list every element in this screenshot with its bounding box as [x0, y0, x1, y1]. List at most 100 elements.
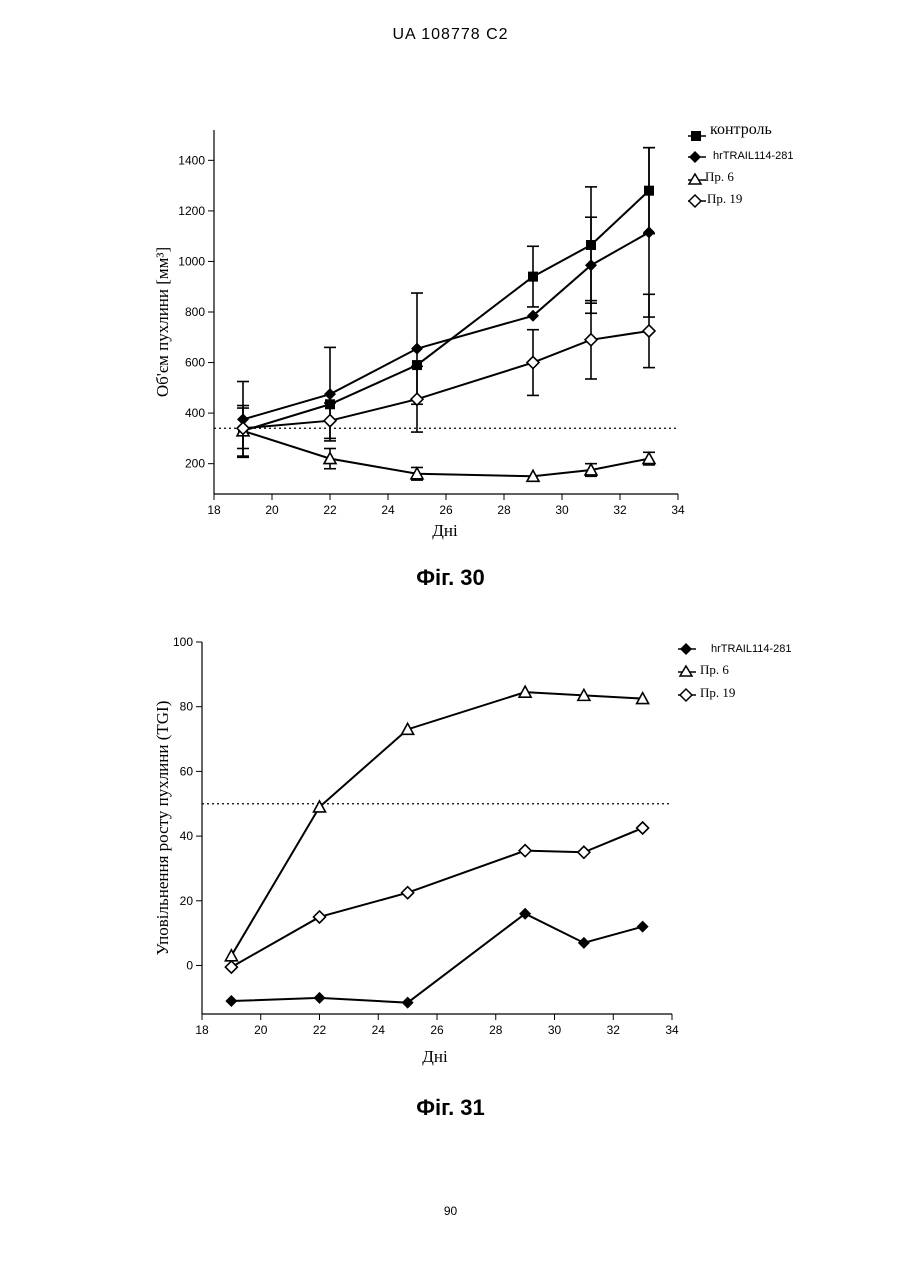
data-point-marker [225, 995, 237, 1007]
series-hrtrail114-281 [225, 908, 648, 1009]
legend-label: контроль [710, 121, 772, 138]
legend-item-control: контроль [688, 121, 772, 141]
series-line [231, 692, 642, 956]
x-tick-label: 20 [254, 1023, 268, 1037]
figure-31-chart: 18 20 22 24 26 28 30 32 34 0 20 40 60 80 100 Дні Упові… [150, 630, 800, 1080]
data-point-marker [402, 887, 414, 899]
y-axis-title: Уповільнення росту пухлини (TGI) [153, 701, 172, 956]
data-point-marker [643, 453, 655, 464]
plot-area [237, 148, 655, 482]
y-tick-label: 1200 [178, 204, 205, 218]
x-tick-label: 34 [671, 503, 685, 517]
y-axis-title: Об'єм пухлини [мм³] [153, 247, 172, 397]
x-tick-label: 26 [430, 1023, 444, 1037]
series-пр-19 [225, 822, 648, 973]
data-point-marker [314, 911, 326, 923]
data-point-marker [578, 846, 590, 858]
legend-item-hrtrail: hrTRAIL114-281 [678, 643, 792, 655]
y-tick-label: 40 [180, 829, 194, 843]
data-point-marker [411, 393, 423, 405]
figure-30-caption: Фіг. 30 [0, 565, 901, 591]
data-point-marker [314, 992, 326, 1004]
figure-30-chart: 1820222426283032342004006008001000120014… [150, 110, 800, 550]
figure-31-caption: Фіг. 31 [0, 1095, 901, 1121]
y-tick-label: 200 [185, 457, 205, 471]
legend-diamond-marker [680, 643, 692, 655]
x-tick-label: 32 [613, 503, 627, 517]
y-tick-label: 100 [173, 635, 193, 649]
legend-label: Пр. 6 [705, 169, 734, 184]
data-point-marker [527, 357, 539, 369]
y-tick-label: 400 [185, 406, 205, 420]
legend-open-diamond-marker [680, 689, 692, 701]
x-tick-label: 34 [665, 1023, 679, 1037]
series-пр-6 [237, 425, 655, 482]
legend-triangle-marker [680, 666, 692, 676]
y-tick-label: 80 [180, 700, 194, 714]
legend: hrTRAIL114-281 Пр. 6 Пр. 19 [678, 643, 792, 701]
legend-item-pr6: Пр. 6 [688, 169, 734, 184]
x-tick-label: 26 [439, 503, 453, 517]
legend-item-pr6: Пр. 6 [678, 662, 729, 677]
y-tick-label: 1400 [178, 153, 205, 167]
x-tick-label: 30 [548, 1023, 562, 1037]
ticks: 18 20 22 24 26 28 30 32 34 0 20 40 60 80 100 [173, 635, 679, 1037]
axes [214, 130, 678, 494]
y-tick-label: 600 [185, 356, 205, 370]
data-point-marker [637, 822, 649, 834]
legend-label: Пр. 6 [700, 662, 729, 677]
x-tick-label: 28 [497, 503, 511, 517]
page-header: UA 108778 C2 [0, 26, 901, 44]
series-пр-19 [237, 294, 655, 448]
page-number: 90 [0, 1204, 901, 1218]
series-контроль [237, 148, 655, 456]
legend-item-hrtrail: hrTRAIL114-281 [688, 150, 794, 163]
x-axis-title: Дні [432, 521, 458, 540]
y-tick-label: 20 [180, 894, 194, 908]
data-point-marker [585, 334, 597, 346]
data-point-marker [528, 272, 538, 282]
x-tick-label: 30 [555, 503, 569, 517]
series-пр-6 [225, 686, 648, 961]
y-tick-label: 800 [185, 305, 205, 319]
series-line [243, 191, 649, 431]
legend-label: Пр. 19 [700, 685, 735, 700]
x-tick-label: 28 [489, 1023, 503, 1037]
data-point-marker [643, 226, 655, 238]
legend-open-diamond-marker [689, 195, 701, 207]
legend-label: hrTRAIL114-281 [711, 643, 792, 655]
data-point-marker [519, 845, 531, 857]
data-point-marker [637, 921, 649, 933]
legend-diamond-marker [689, 151, 701, 163]
legend: контроль hrTRAIL114-281 Пр. 6 Пр. 19 [688, 121, 794, 207]
data-point-marker [324, 388, 336, 400]
x-axis-title: Дні [422, 1047, 448, 1066]
data-point-marker [225, 961, 237, 973]
series-line [231, 914, 642, 1003]
data-point-marker [411, 343, 423, 355]
x-tick-label: 32 [607, 1023, 621, 1037]
x-tick-label: 24 [372, 1023, 386, 1037]
data-point-marker [324, 415, 336, 427]
plot-area [225, 686, 648, 1009]
legend-item-pr19: Пр. 19 [688, 191, 742, 207]
legend-label: hrTRAIL114-281 [713, 150, 794, 162]
x-tick-label: 20 [265, 503, 279, 517]
x-tick-label: 18 [195, 1023, 209, 1037]
data-point-marker [225, 950, 237, 961]
x-tick-label: 22 [313, 1023, 327, 1037]
legend-triangle-marker [689, 174, 701, 184]
x-tick-label: 18 [207, 503, 221, 517]
legend-label: Пр. 19 [707, 191, 742, 206]
x-tick-label: 22 [323, 503, 337, 517]
ticks: 1820222426283032342004006008001000120014… [178, 153, 685, 517]
legend-square-marker [691, 131, 701, 141]
y-tick-label: 60 [180, 764, 194, 778]
y-tick-label: 0 [186, 958, 193, 972]
y-tick-label: 1000 [178, 254, 205, 268]
data-point-marker [578, 937, 590, 949]
data-point-marker [643, 325, 655, 337]
series-line [243, 232, 649, 419]
legend-item-pr19: Пр. 19 [678, 685, 735, 701]
axes [202, 642, 672, 1014]
